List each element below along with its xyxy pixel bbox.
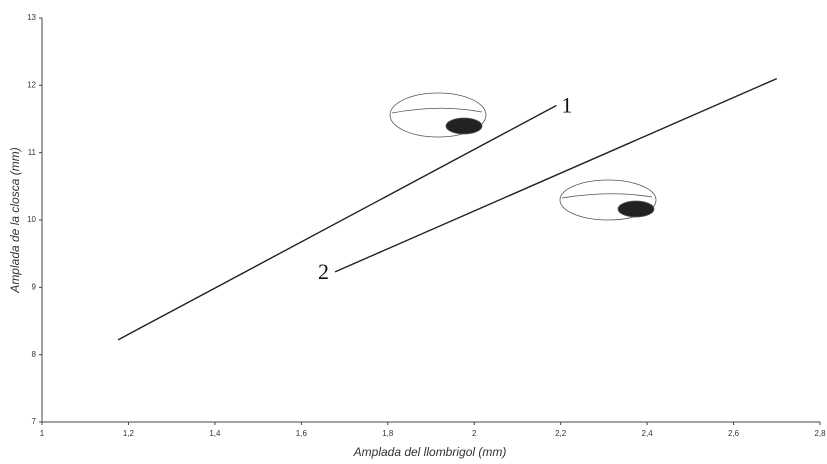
x-axis-title: Amplada del llombrigol (mm) bbox=[353, 445, 507, 459]
y-tick-label: 10 bbox=[27, 215, 36, 224]
y-tick-label: 9 bbox=[32, 282, 37, 291]
y-tick-label: 13 bbox=[27, 13, 36, 22]
y-tick-label: 7 bbox=[32, 417, 37, 426]
x-tick-label: 2,2 bbox=[555, 429, 567, 438]
y-tick-label: 12 bbox=[27, 80, 36, 89]
x-tick-label: 1,4 bbox=[209, 429, 221, 438]
x-tick-label: 1 bbox=[40, 429, 45, 438]
x-tick-label: 1,2 bbox=[123, 429, 135, 438]
y-axis-title: Amplada de la closca (mm) bbox=[8, 147, 22, 293]
x-tick-label: 2,6 bbox=[728, 429, 740, 438]
x-tick-label: 2,4 bbox=[642, 429, 654, 438]
x-tick-label: 2,8 bbox=[814, 429, 826, 438]
series-label: 1 bbox=[561, 93, 572, 118]
y-tick-label: 11 bbox=[28, 148, 37, 157]
x-tick-label: 2 bbox=[472, 429, 477, 438]
x-tick-label: 1,6 bbox=[296, 429, 308, 438]
shell-drawing bbox=[389, 92, 657, 221]
y-tick-label: 8 bbox=[32, 350, 37, 359]
series-label: 2 bbox=[318, 259, 329, 284]
series-line bbox=[117, 104, 557, 341]
series-line bbox=[334, 77, 778, 273]
x-tick-label: 1,8 bbox=[382, 429, 394, 438]
